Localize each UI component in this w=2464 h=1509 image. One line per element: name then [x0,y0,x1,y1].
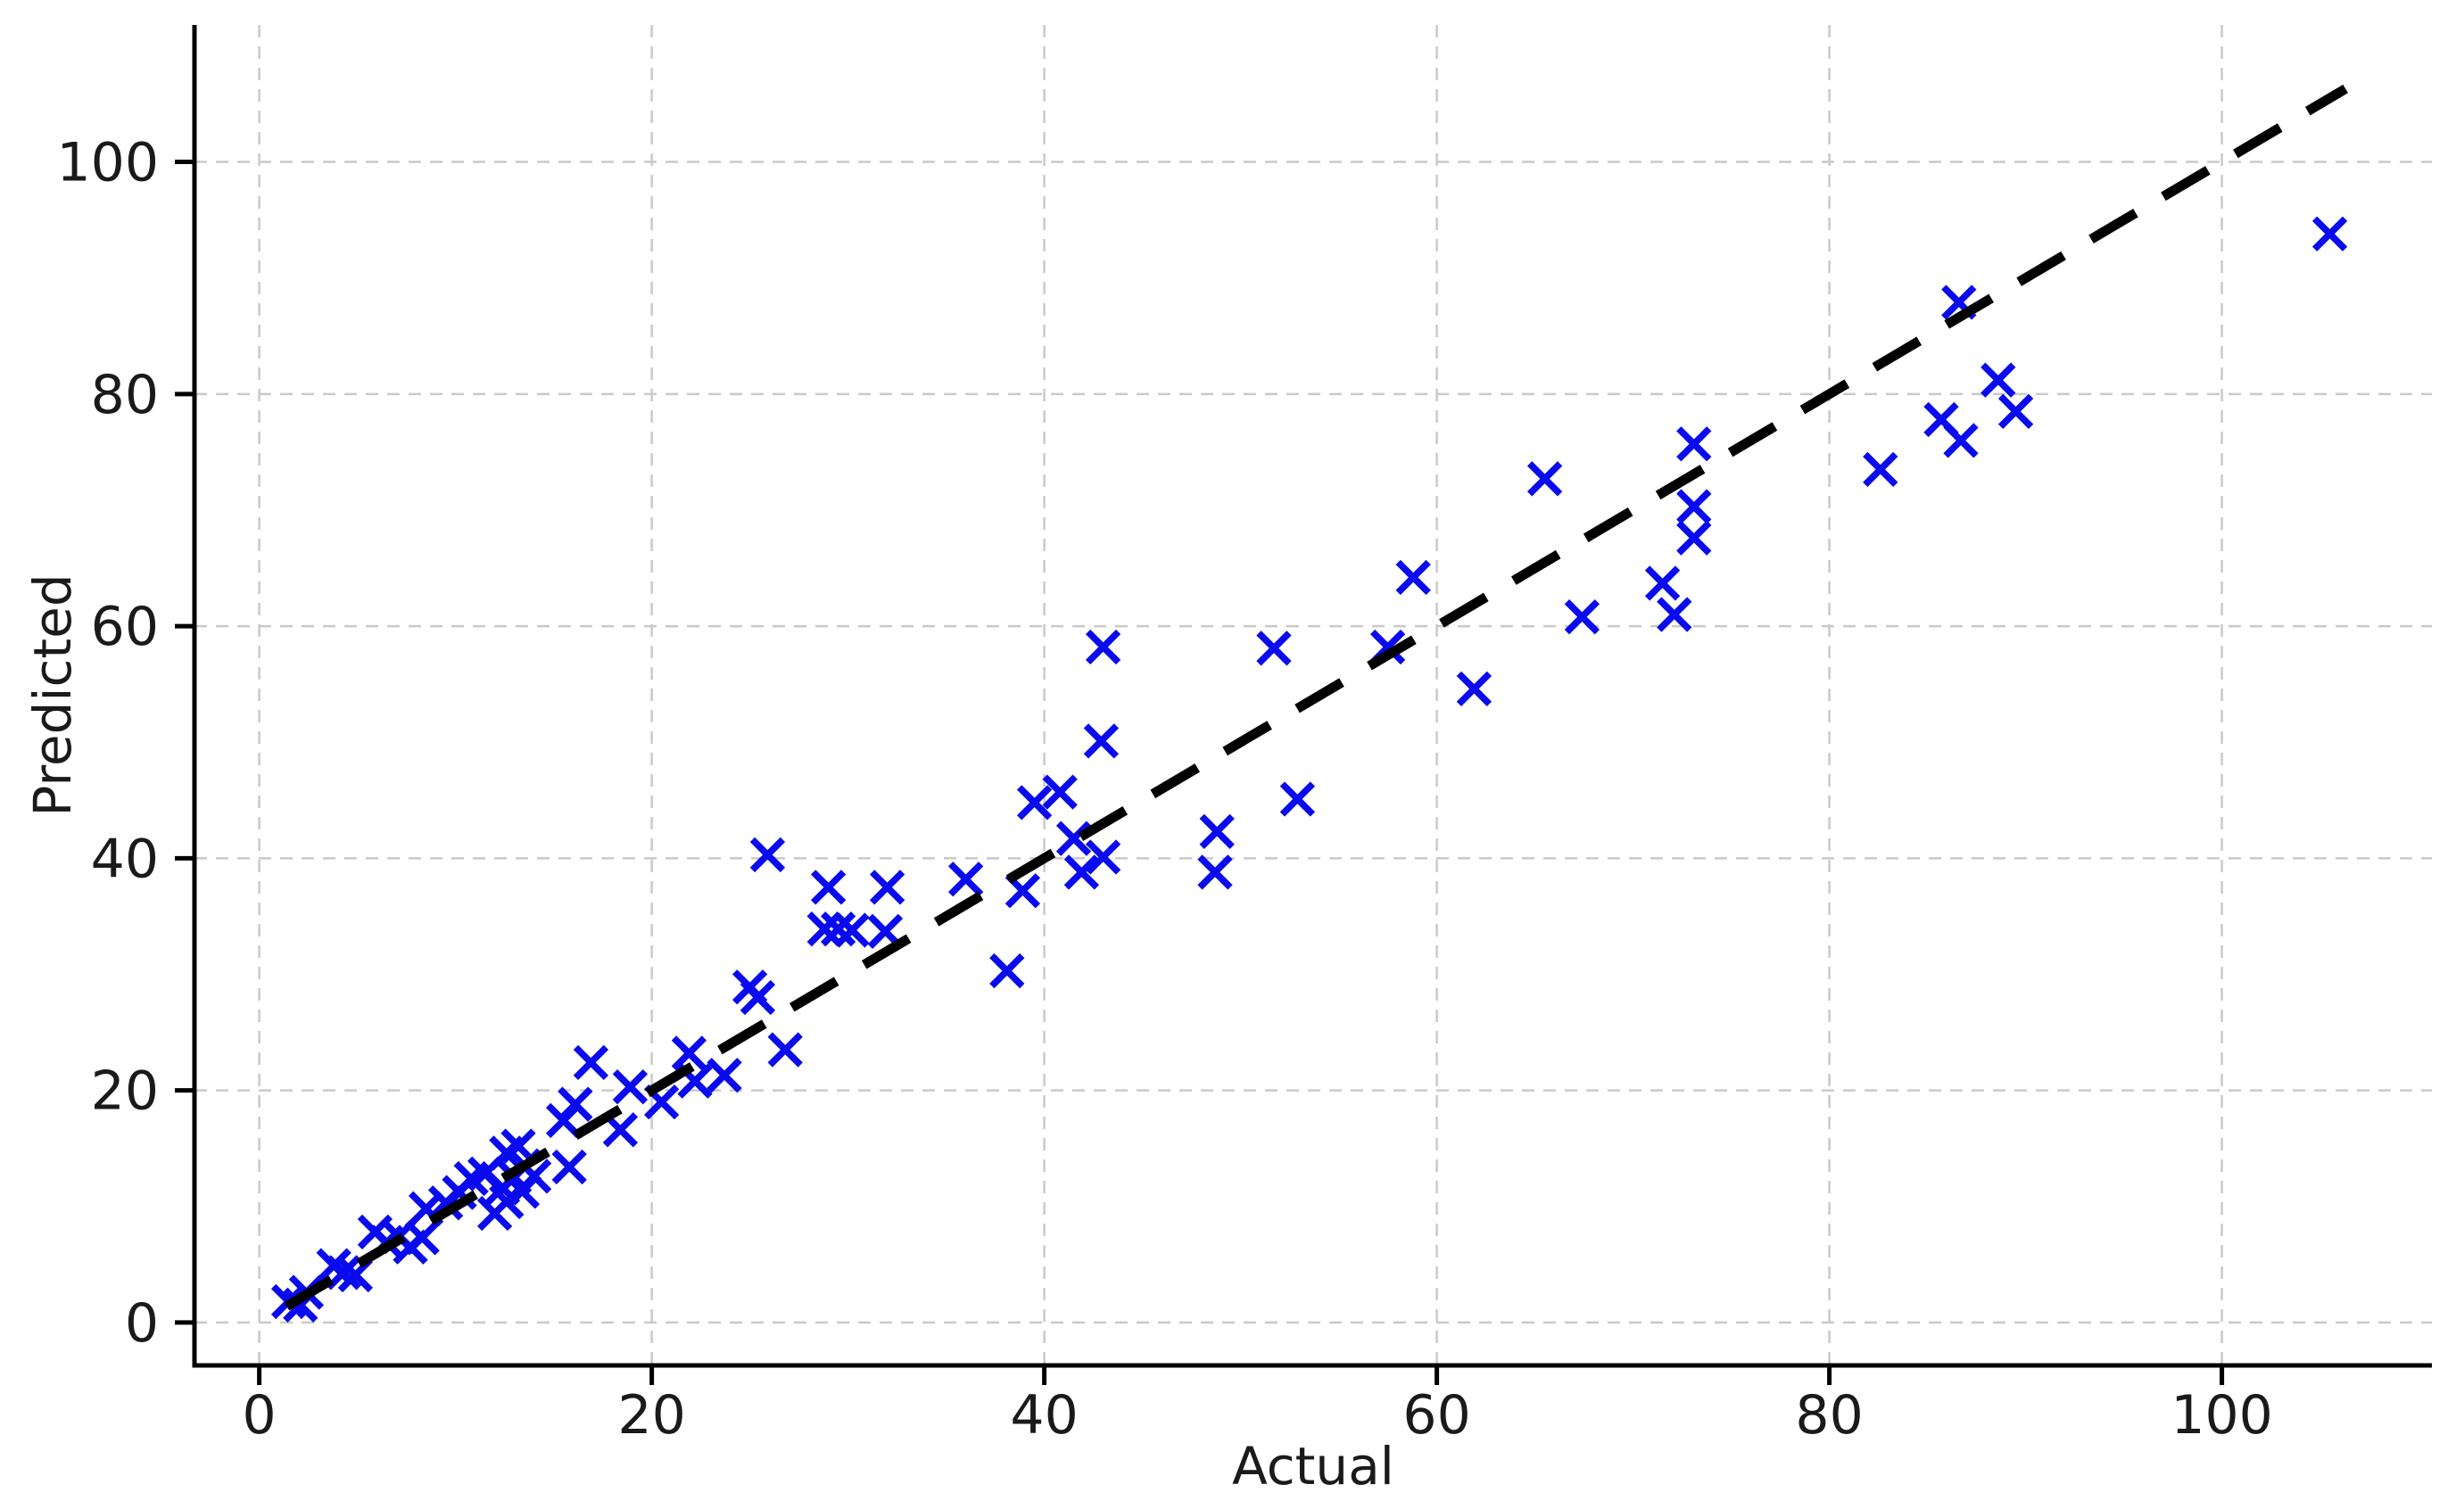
axes-spines [192,25,2432,1368]
data-point-marker [1016,785,1053,820]
data-point-marker [1256,631,1292,666]
data-point-marker [1997,393,2034,429]
data-point-marker [1199,813,1235,850]
data-point-marker [1085,629,1121,665]
data-point-marker [834,912,870,948]
data-point-marker [1980,362,2016,398]
data-point-marker [1197,854,1233,890]
data-point-marker [749,837,786,873]
x-tick-label: 60 [1402,1384,1470,1447]
data-point-marker [1676,520,1712,556]
data-point-marker [740,979,776,1016]
data-point-marker [1943,423,1979,458]
data-point-marker [1042,774,1078,810]
x-axis-label: Actual [1232,1436,1394,1497]
data-point-marker [1564,599,1600,635]
x-tick-label: 40 [1010,1384,1078,1447]
data-point-marker [1863,451,1898,488]
data-point-marker [573,1044,609,1081]
y-axis-label: Predicted [22,573,83,816]
data-point-marker [404,1220,440,1256]
data-point-marker [326,1255,361,1290]
data-point-marker [1676,489,1712,524]
data-point-marker [671,1035,707,1071]
x-tick-label: 20 [617,1384,685,1447]
data-point-marker [1083,723,1120,759]
data-point-marker [1676,426,1712,462]
data-point-marker [500,1128,536,1164]
grid-layer [194,25,2432,1365]
data-point-marker [810,870,847,905]
data-point-marker [1063,854,1100,890]
data-point-marker [1526,461,1563,497]
data-point-marker [612,1069,649,1105]
data-point-marker [1395,559,1431,596]
data-point-marker [820,911,856,947]
y-tick-label: 0 [125,1292,159,1355]
identity-line-layer [284,84,2349,1311]
data-point-marker [806,911,842,947]
data-point-marker [1279,781,1316,817]
y-tick-label: 20 [91,1060,159,1123]
x-tick-label: 0 [243,1384,277,1447]
scatter-markers [270,216,2348,1323]
data-point-marker [1456,671,1492,706]
data-point-marker [869,870,905,905]
data-point-marker [489,1183,525,1220]
data-point-marker [1644,565,1681,601]
y-tick-label: 60 [91,596,159,658]
data-point-marker [2311,216,2348,252]
y-tick-label: 80 [91,364,159,426]
data-point-marker [947,862,984,897]
tick-labels: 0 20 40 60 80 100 0 20 40 60 80 100 [56,132,2272,1447]
data-point-marker [707,1058,742,1093]
data-point-marker [1055,820,1092,856]
data-point-marker [558,1086,593,1122]
y-tick-label: 100 [56,132,159,194]
identity-line [284,84,2349,1311]
x-tick-label: 80 [1795,1384,1863,1447]
y-tick-label: 40 [91,828,159,890]
data-point-marker [1085,839,1121,875]
data-point-marker [551,1149,587,1185]
x-tick-label: 100 [2170,1384,2273,1447]
data-point-marker [767,1032,803,1068]
data-point-marker [1657,597,1692,632]
data-point-marker [989,952,1025,989]
tick-marks [175,160,2225,1385]
